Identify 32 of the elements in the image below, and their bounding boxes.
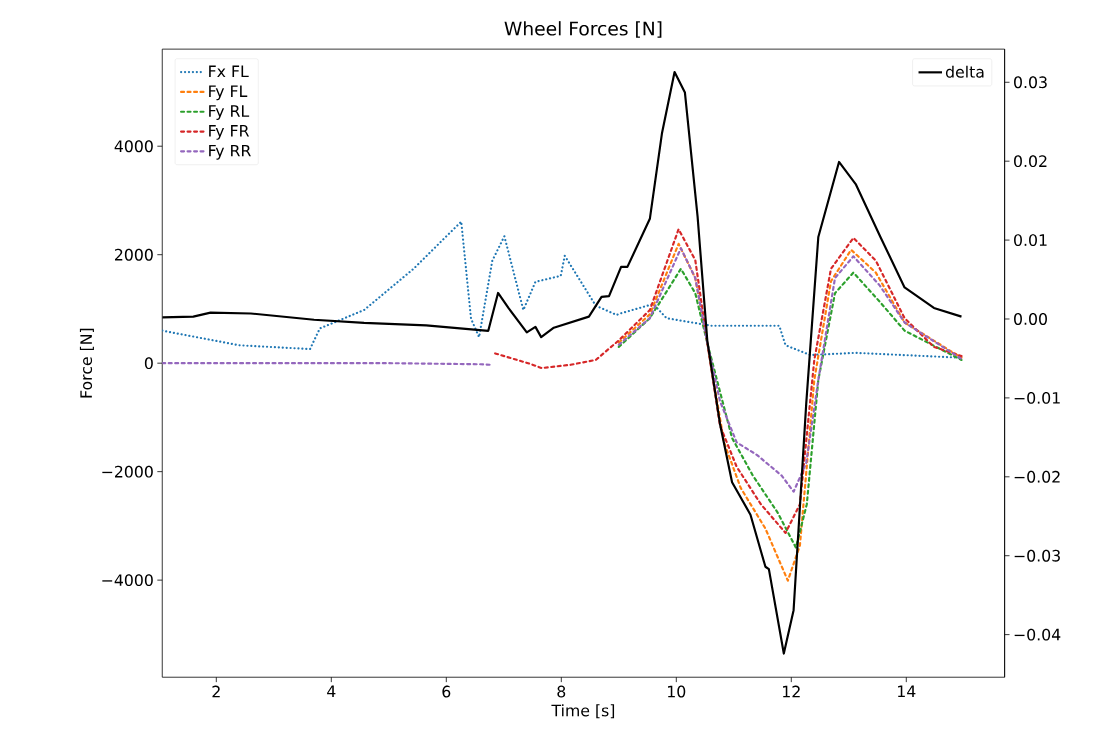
y2-tick-label: −0.04 (1014, 628, 1061, 641)
line-series (617, 267, 963, 549)
y-tick-label: −2000 (102, 465, 153, 478)
y2-tick-label: 0.03 (1014, 76, 1047, 89)
x-tick-label: 10 (668, 685, 686, 698)
legend-label: Fy RR (209, 144, 251, 160)
y-tick-label: 2000 (115, 248, 153, 261)
y-tick-label: −4000 (102, 574, 153, 587)
legend-label: Fy RL (209, 105, 250, 121)
chart-title: Wheel Forces [N] (504, 21, 662, 38)
line-series (617, 242, 963, 582)
y2-tick-label: 0.00 (1014, 313, 1047, 325)
y-tick-label: 0 (144, 357, 153, 370)
x-tick-label: 14 (898, 685, 916, 698)
x-tick-label: 2 (212, 685, 220, 698)
y2-tick-label: −0.01 (1014, 391, 1060, 404)
x-tick-label: 8 (557, 685, 566, 698)
y2-tick-label: −0.03 (1014, 549, 1060, 562)
y-axis-title: Force [N] (79, 328, 94, 398)
x-axis-title: Time [s] (551, 704, 615, 719)
legend-label: delta (945, 65, 984, 78)
x-tick-label: 6 (442, 685, 451, 698)
legend-label: Fx FL (209, 65, 249, 78)
y2-tick-label: 0.01 (1014, 234, 1047, 247)
line-series (494, 228, 963, 535)
y2-tick-label: 0.02 (1014, 155, 1047, 168)
y-tick-label: 4000 (114, 140, 153, 153)
y2-tick-label: −0.02 (1014, 470, 1060, 483)
legend-label: Fy FL (209, 85, 248, 101)
x-tick-label: 12 (783, 685, 800, 698)
legend-label: Fy FR (209, 125, 250, 140)
x-tick-label: 4 (327, 685, 336, 698)
